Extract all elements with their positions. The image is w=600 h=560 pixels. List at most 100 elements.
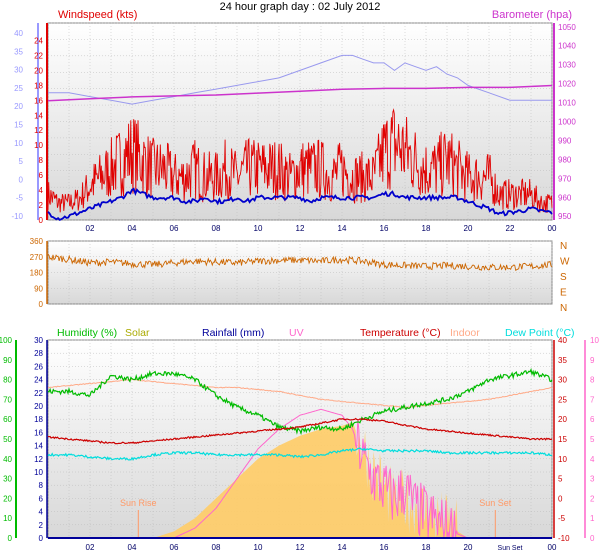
humidity-tick-label: 30 (3, 475, 12, 484)
humidity-tick-label: 80 (3, 376, 12, 385)
pressure-trace-line (48, 54, 552, 105)
outer-tick-label: -10 (11, 212, 23, 221)
windspeed-tick-label: 14 (34, 111, 43, 120)
rainfall-tick-label: 24 (34, 376, 43, 385)
uv-tick-label: 4 (590, 455, 595, 464)
sunrise-label: Sun Rise (120, 498, 157, 508)
rainfall-tick-label: 18 (34, 415, 43, 424)
barometer-axis-title: Barometer (hpa) (492, 9, 572, 21)
outer-tick-label: 35 (14, 47, 23, 56)
barometer-line (47, 84, 553, 102)
x-tick-label: 06 (170, 224, 179, 233)
windspeed-tick-label: 12 (34, 126, 43, 135)
humidity-line (47, 367, 553, 436)
barometer-tick-label: 970 (558, 174, 572, 183)
direction-tick-label: 0 (39, 300, 44, 309)
rainfall-tick-label: 8 (39, 481, 44, 490)
x-tick-label: 04 (128, 224, 137, 233)
uv-tick-label: 6 (590, 415, 595, 424)
x-tick-label: 02 (86, 224, 95, 233)
temperature-tick-label: 35 (558, 356, 567, 365)
x-tick-label: 20 (464, 224, 473, 233)
x-tick-label: 00 (548, 543, 557, 552)
x-tick-label: 18 (422, 543, 431, 552)
legend-label: Rainfall (mm) (202, 327, 264, 339)
outer-tick-label: 25 (14, 84, 23, 93)
x-tick-label: 06 (170, 543, 179, 552)
temperature-tick-label: 10 (558, 455, 567, 464)
compass-label: W (560, 257, 570, 268)
windspeed-tick-label: 10 (34, 141, 43, 150)
direction-tick-label: 180 (30, 269, 44, 278)
barometer-tick-label: 990 (558, 136, 572, 145)
x-tick-label: 16 (380, 543, 389, 552)
x-tick-label: 02 (86, 543, 95, 552)
x-tick-label: 00 (548, 224, 557, 233)
x-tick-label: 04 (128, 543, 137, 552)
barometer-tick-label: 950 (558, 212, 572, 221)
uv-tick-label: 1 (590, 514, 595, 523)
humidity-tick-label: 10 (3, 514, 12, 523)
barometer-tick-label: 980 (558, 155, 572, 164)
legend-label: Indoor (450, 327, 480, 339)
x-tick-label: 12 (296, 224, 305, 233)
legend-label: Humidity (%) (57, 327, 117, 339)
temperature-line (47, 417, 553, 445)
uv-tick-label: 2 (590, 494, 595, 503)
outer-tick-label: 0 (19, 175, 24, 184)
uv-tick-label: 0 (590, 534, 595, 543)
rainfall-tick-label: 4 (39, 508, 44, 517)
outer-tick-label: 30 (14, 66, 23, 75)
temperature-tick-label: -5 (558, 514, 566, 523)
rainfall-tick-label: 22 (34, 389, 43, 398)
rainfall-tick-label: 2 (39, 521, 44, 530)
x-tick-label: 18 (422, 224, 431, 233)
windspeed-tick-label: 18 (34, 81, 43, 90)
rainfall-tick-label: 10 (34, 468, 43, 477)
humidity-tick-label: 100 (0, 336, 13, 345)
humidity-tick-label: 60 (3, 415, 12, 424)
outer-tick-label: 5 (19, 157, 24, 166)
barometer-tick-label: 1000 (558, 118, 576, 127)
windspeed-tick-label: 16 (34, 96, 43, 105)
x-tick-label: 22 (506, 224, 515, 233)
chart-title: 24 hour graph day : 02 July 2012 (220, 1, 381, 13)
direction-tick-label: 90 (34, 284, 43, 293)
barometer-tick-label: 960 (558, 193, 572, 202)
humidity-tick-label: 50 (3, 435, 12, 444)
humidity-tick-label: 90 (3, 356, 12, 365)
legend-label: Dew Point (°C) (505, 327, 575, 339)
humidity-tick-label: 70 (3, 395, 12, 404)
solar-area (48, 422, 552, 538)
windspeed-tick-label: 2 (39, 201, 44, 210)
compass-label: S (560, 272, 567, 283)
compass-label: E (560, 288, 567, 299)
rainfall-tick-label: 16 (34, 428, 43, 437)
rainfall-tick-label: 6 (39, 494, 44, 503)
average-windspeed-line (47, 187, 553, 221)
windspeed-tick-label: 6 (39, 171, 44, 180)
x-tick-label: 20 (464, 543, 473, 552)
uv-tick-label: 5 (590, 435, 595, 444)
outer-tick-label: 40 (14, 29, 23, 38)
barometer-tick-label: 1010 (558, 99, 576, 108)
compass-label: N (560, 241, 567, 252)
rainfall-tick-label: 12 (34, 455, 43, 464)
temperature-tick-label: 25 (558, 395, 567, 404)
rainfall-tick-label: 0 (39, 534, 44, 543)
windspeed-tick-label: 22 (34, 51, 43, 60)
uv-tick-label: 7 (590, 395, 595, 404)
outer-tick-label: 15 (14, 121, 23, 130)
rainfall-tick-label: 14 (34, 442, 43, 451)
dewpoint-line (47, 447, 553, 461)
temperature-tick-label: 5 (558, 475, 563, 484)
outer-tick-label: 20 (14, 102, 23, 111)
barometer-tick-label: 1030 (558, 61, 576, 70)
legend-label: UV (289, 327, 304, 339)
x-tick-label: 12 (296, 543, 305, 552)
temperature-tick-label: 0 (558, 494, 563, 503)
temperature-tick-label: 40 (558, 336, 567, 345)
humidity-tick-label: 0 (8, 534, 13, 543)
